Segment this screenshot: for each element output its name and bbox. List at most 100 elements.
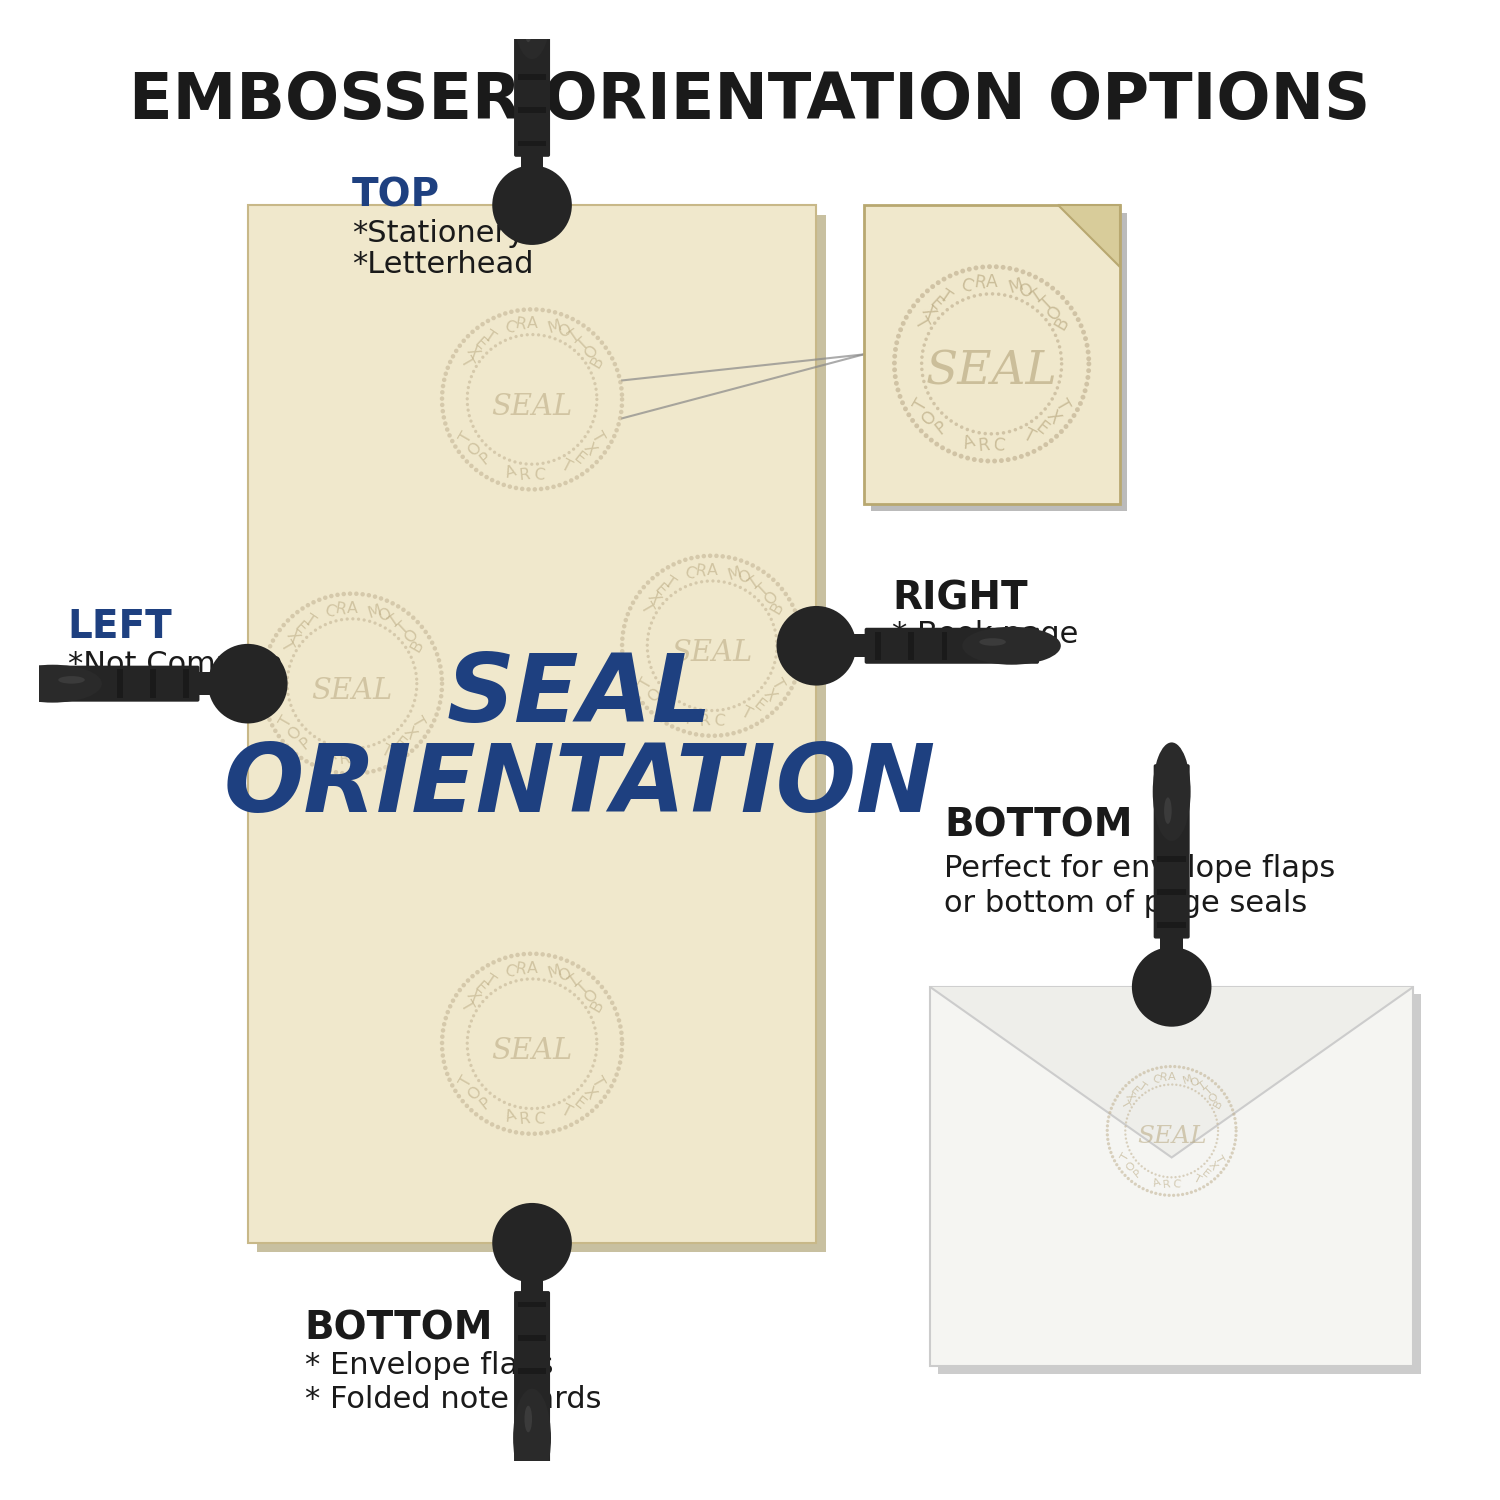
Text: A: A [504, 1107, 518, 1125]
Circle shape [924, 433, 928, 438]
Circle shape [396, 728, 399, 730]
Circle shape [270, 723, 274, 728]
Circle shape [1224, 1164, 1228, 1167]
Circle shape [290, 704, 292, 706]
Circle shape [915, 298, 921, 303]
Circle shape [288, 664, 291, 668]
Circle shape [357, 618, 360, 621]
Polygon shape [871, 213, 1126, 512]
Circle shape [620, 1036, 624, 1041]
Circle shape [534, 951, 538, 956]
Text: T: T [458, 429, 476, 445]
Circle shape [756, 566, 760, 570]
Circle shape [466, 1047, 470, 1050]
Circle shape [646, 580, 651, 585]
Circle shape [904, 315, 909, 320]
Circle shape [1124, 1174, 1126, 1178]
Circle shape [356, 747, 358, 750]
Circle shape [466, 404, 470, 406]
Text: A: A [960, 432, 976, 453]
Circle shape [688, 584, 693, 586]
Circle shape [525, 333, 530, 336]
Circle shape [1040, 278, 1044, 284]
Text: T: T [910, 314, 932, 332]
Circle shape [292, 654, 296, 657]
Circle shape [726, 555, 730, 560]
Circle shape [1194, 1170, 1196, 1173]
Circle shape [1182, 1174, 1185, 1178]
Circle shape [732, 705, 735, 708]
Circle shape [700, 734, 705, 738]
Circle shape [360, 592, 364, 597]
Circle shape [706, 734, 711, 738]
FancyBboxPatch shape [26, 666, 200, 702]
Circle shape [592, 414, 597, 419]
Circle shape [618, 416, 622, 420]
Circle shape [410, 748, 414, 753]
Circle shape [620, 1041, 624, 1046]
Circle shape [554, 338, 556, 340]
Circle shape [748, 591, 752, 596]
Circle shape [372, 742, 375, 747]
Circle shape [783, 592, 788, 597]
Circle shape [606, 446, 610, 450]
Circle shape [440, 1047, 444, 1052]
Circle shape [1064, 424, 1068, 429]
Circle shape [1204, 1098, 1206, 1100]
Circle shape [800, 650, 804, 654]
Text: T: T [560, 1102, 574, 1120]
FancyBboxPatch shape [518, 1368, 546, 1374]
Circle shape [1137, 1162, 1140, 1164]
Text: T: T [1203, 1084, 1215, 1098]
Circle shape [1194, 1190, 1197, 1192]
Circle shape [924, 338, 928, 340]
Circle shape [468, 414, 471, 417]
Circle shape [1046, 282, 1050, 286]
Text: X: X [580, 440, 598, 458]
Circle shape [514, 334, 517, 338]
Text: SEAL: SEAL [312, 676, 393, 705]
Circle shape [1060, 362, 1064, 366]
Circle shape [576, 1088, 579, 1092]
Circle shape [616, 422, 621, 426]
Circle shape [1107, 1142, 1110, 1146]
Circle shape [670, 724, 675, 729]
Circle shape [650, 710, 654, 714]
Circle shape [328, 621, 332, 624]
Circle shape [608, 351, 612, 355]
Circle shape [1230, 1104, 1233, 1107]
FancyBboxPatch shape [518, 108, 546, 112]
Circle shape [626, 674, 630, 678]
Text: X: X [916, 303, 939, 322]
Circle shape [1083, 388, 1088, 393]
Circle shape [596, 398, 598, 400]
Circle shape [1086, 368, 1090, 374]
Circle shape [414, 693, 417, 696]
Circle shape [470, 1108, 474, 1113]
Circle shape [669, 594, 672, 597]
Circle shape [972, 429, 975, 433]
Circle shape [678, 588, 682, 591]
Circle shape [537, 978, 540, 981]
Circle shape [612, 433, 616, 438]
Circle shape [321, 766, 326, 771]
Circle shape [1214, 1178, 1216, 1180]
Circle shape [612, 362, 616, 366]
Circle shape [1160, 1084, 1161, 1088]
Circle shape [492, 960, 496, 964]
Circle shape [520, 1131, 525, 1136]
Circle shape [1119, 1090, 1122, 1094]
Circle shape [276, 734, 280, 738]
Circle shape [414, 744, 419, 748]
Circle shape [594, 387, 597, 392]
Circle shape [1234, 1126, 1238, 1130]
Circle shape [1084, 381, 1089, 387]
Circle shape [666, 566, 670, 570]
Circle shape [1053, 392, 1058, 396]
Circle shape [509, 309, 513, 314]
Circle shape [480, 322, 484, 327]
Circle shape [1167, 1083, 1170, 1086]
Circle shape [590, 464, 594, 468]
Circle shape [438, 664, 442, 669]
Circle shape [585, 468, 590, 472]
